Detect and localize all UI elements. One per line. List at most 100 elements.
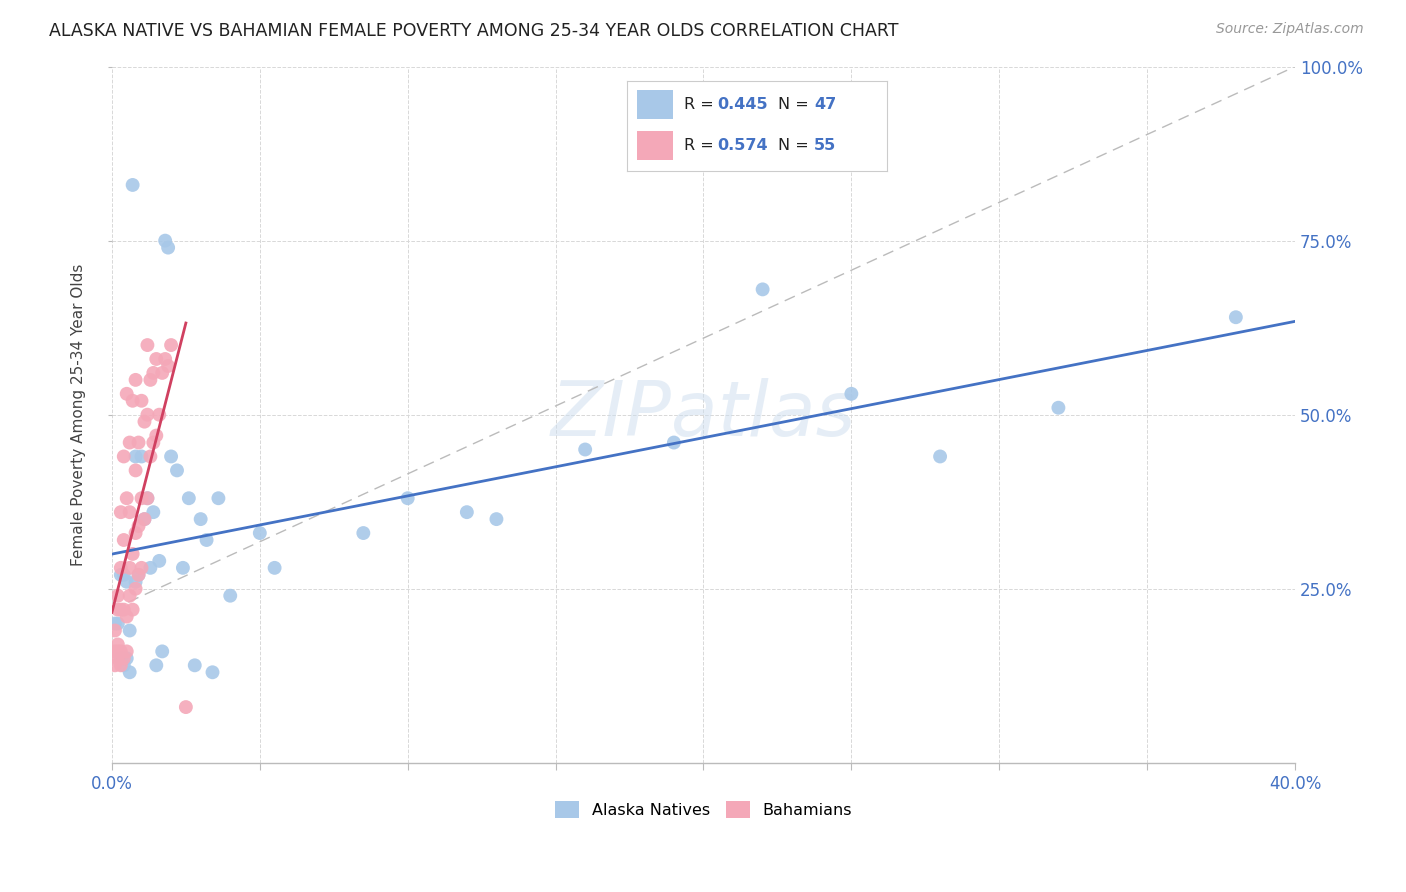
Point <box>166 463 188 477</box>
Point <box>131 393 153 408</box>
Text: ALASKA NATIVE VS BAHAMIAN FEMALE POVERTY AMONG 25-34 YEAR OLDS CORRELATION CHART: ALASKA NATIVE VS BAHAMIAN FEMALE POVERTY… <box>49 22 898 40</box>
Point <box>150 366 173 380</box>
Point <box>136 338 159 352</box>
Point <box>107 616 129 631</box>
Point <box>249 526 271 541</box>
Point <box>396 491 419 506</box>
Point <box>160 338 183 352</box>
Point <box>107 651 129 665</box>
Point <box>195 533 218 547</box>
Point <box>201 665 224 680</box>
Point <box>207 491 229 506</box>
Point <box>107 589 129 603</box>
Point <box>145 658 167 673</box>
Text: ZIPatlas: ZIPatlas <box>551 377 856 451</box>
Point <box>190 512 212 526</box>
Point <box>153 351 176 366</box>
Legend: Alaska Natives, Bahamians: Alaska Natives, Bahamians <box>548 795 859 824</box>
Point <box>112 602 135 616</box>
Point <box>1225 310 1247 325</box>
Point <box>128 435 150 450</box>
Point <box>104 658 127 673</box>
Point <box>107 637 129 651</box>
Point <box>118 589 141 603</box>
Point <box>139 450 162 464</box>
Point <box>121 547 143 561</box>
Point <box>115 644 138 658</box>
Point <box>145 428 167 442</box>
Point <box>118 624 141 638</box>
Point <box>160 450 183 464</box>
Point <box>131 450 153 464</box>
Point <box>131 561 153 575</box>
Text: Source: ZipAtlas.com: Source: ZipAtlas.com <box>1216 22 1364 37</box>
Point <box>219 589 242 603</box>
Point <box>110 567 132 582</box>
Point <box>128 519 150 533</box>
Point <box>110 644 132 658</box>
Point <box>751 282 773 296</box>
Point <box>107 644 129 658</box>
Point <box>142 505 165 519</box>
Point <box>110 658 132 673</box>
Point <box>263 561 285 575</box>
Point <box>148 554 170 568</box>
Point <box>352 526 374 541</box>
Point <box>118 561 141 575</box>
Point <box>104 644 127 658</box>
Point <box>124 574 146 589</box>
Point <box>662 435 685 450</box>
Point <box>134 512 156 526</box>
Point <box>110 561 132 575</box>
Point <box>115 386 138 401</box>
Point <box>142 435 165 450</box>
Point <box>110 602 132 616</box>
Point <box>136 491 159 506</box>
Point <box>134 512 156 526</box>
Point <box>184 658 207 673</box>
Point <box>112 658 135 673</box>
Point <box>124 582 146 596</box>
Point <box>115 574 138 589</box>
Point <box>142 366 165 380</box>
Point <box>121 393 143 408</box>
Point <box>115 609 138 624</box>
Point <box>121 602 143 616</box>
Point <box>153 234 176 248</box>
Point <box>124 526 146 541</box>
Point <box>112 651 135 665</box>
Point <box>128 567 150 582</box>
Point <box>574 442 596 457</box>
Point <box>118 435 141 450</box>
Point <box>148 408 170 422</box>
Point <box>112 450 135 464</box>
Point <box>456 505 478 519</box>
Point <box>124 450 146 464</box>
Point <box>145 351 167 366</box>
Point <box>150 644 173 658</box>
Point <box>841 386 863 401</box>
Point <box>157 241 180 255</box>
Point <box>172 561 194 575</box>
Point <box>139 373 162 387</box>
Point <box>115 651 138 665</box>
Point <box>124 373 146 387</box>
Point <box>124 463 146 477</box>
Point <box>110 651 132 665</box>
Point <box>1047 401 1070 415</box>
Point <box>112 533 135 547</box>
Point <box>134 415 156 429</box>
Point <box>104 616 127 631</box>
Point <box>136 491 159 506</box>
Point <box>104 624 127 638</box>
Point <box>118 665 141 680</box>
Point <box>115 491 138 506</box>
Point <box>107 602 129 616</box>
Point <box>131 491 153 506</box>
Point <box>112 567 135 582</box>
Point <box>174 700 197 714</box>
Point <box>177 491 200 506</box>
Point <box>118 505 141 519</box>
Point <box>139 561 162 575</box>
Point <box>485 512 508 526</box>
